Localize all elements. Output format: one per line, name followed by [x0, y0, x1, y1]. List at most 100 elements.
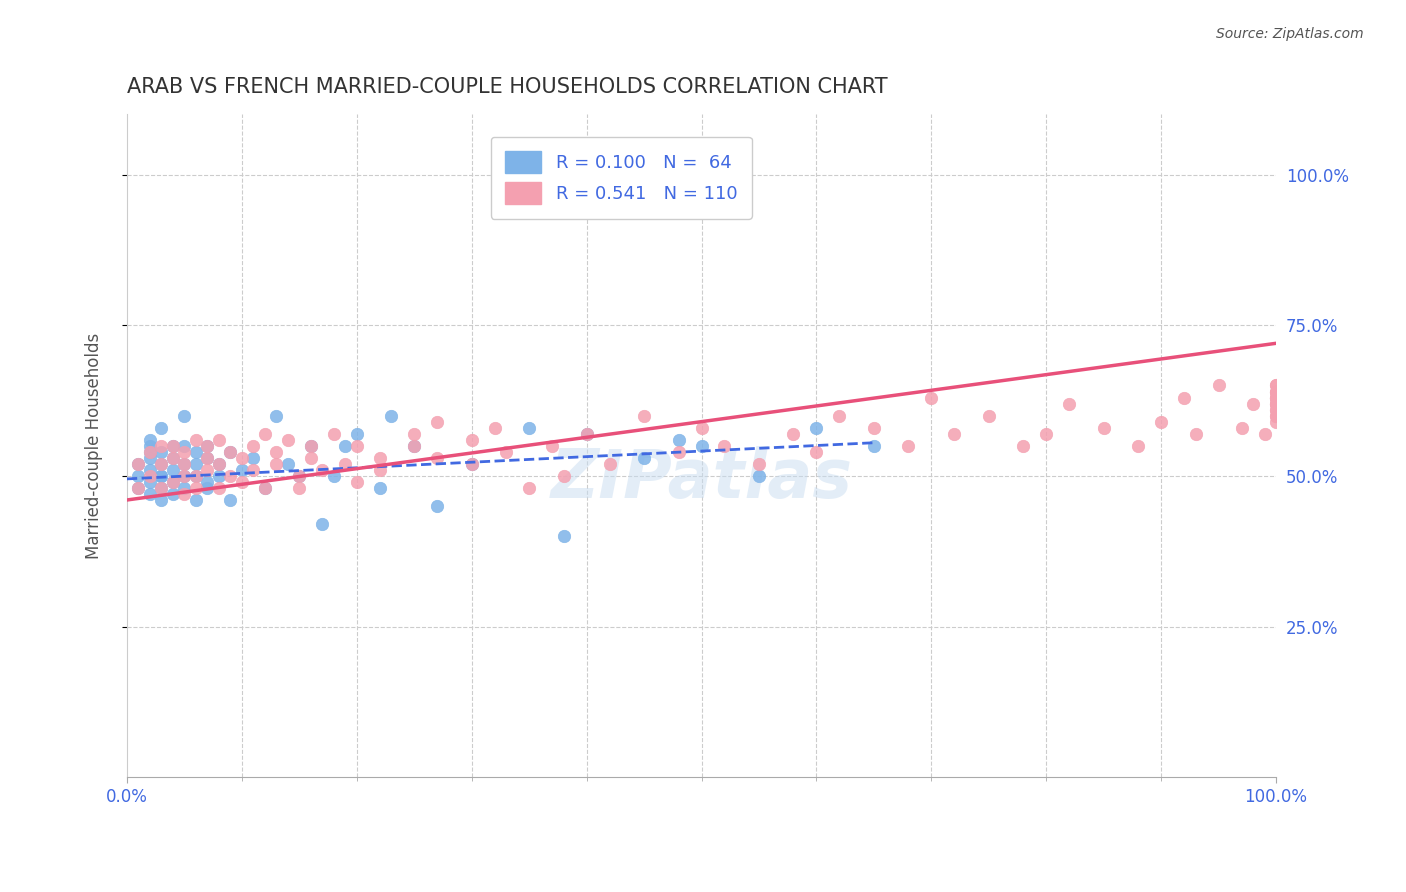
Point — [277, 433, 299, 447]
Point — [1265, 384, 1288, 399]
Point — [1173, 391, 1195, 405]
Point — [1208, 378, 1230, 392]
Point — [828, 409, 851, 423]
Point — [1265, 409, 1288, 423]
Point — [277, 457, 299, 471]
Point — [335, 439, 357, 453]
Point — [1265, 396, 1288, 410]
Point — [404, 439, 426, 453]
Point — [1265, 378, 1288, 392]
Point — [690, 439, 713, 453]
Point — [173, 444, 195, 458]
Point — [346, 475, 368, 489]
Point — [288, 469, 311, 483]
Point — [231, 475, 253, 489]
Text: ZIPatlas: ZIPatlas — [551, 446, 852, 512]
Point — [575, 426, 598, 441]
Point — [748, 457, 770, 471]
Point — [633, 450, 655, 465]
Point — [162, 450, 184, 465]
Point — [139, 444, 162, 458]
Point — [288, 481, 311, 495]
Point — [150, 481, 173, 495]
Point — [173, 457, 195, 471]
Point — [806, 420, 828, 434]
Point — [1035, 426, 1057, 441]
Point — [219, 444, 242, 458]
Point — [184, 433, 207, 447]
Point — [139, 444, 162, 458]
Point — [253, 426, 276, 441]
Point — [322, 469, 344, 483]
Point — [150, 457, 173, 471]
Point — [139, 469, 162, 483]
Point — [173, 487, 195, 501]
Point — [863, 439, 886, 453]
Point — [231, 463, 253, 477]
Point — [346, 439, 368, 453]
Point — [484, 420, 506, 434]
Point — [195, 475, 218, 489]
Point — [1265, 415, 1288, 429]
Point — [380, 409, 402, 423]
Point — [195, 463, 218, 477]
Point — [1265, 409, 1288, 423]
Point — [368, 463, 391, 477]
Point — [1092, 420, 1115, 434]
Point — [139, 433, 162, 447]
Point — [219, 444, 242, 458]
Point — [139, 439, 162, 453]
Point — [299, 439, 322, 453]
Point — [668, 433, 690, 447]
Point — [195, 439, 218, 453]
Point — [219, 469, 242, 483]
Point — [1241, 396, 1264, 410]
Point — [517, 420, 540, 434]
Point — [633, 409, 655, 423]
Point — [1265, 402, 1288, 417]
Point — [1265, 384, 1288, 399]
Y-axis label: Married-couple Households: Married-couple Households — [86, 333, 103, 559]
Point — [208, 469, 231, 483]
Point — [173, 481, 195, 495]
Point — [242, 450, 264, 465]
Point — [1265, 384, 1288, 399]
Point — [150, 444, 173, 458]
Point — [173, 439, 195, 453]
Point — [311, 517, 333, 532]
Point — [150, 469, 173, 483]
Point — [162, 463, 184, 477]
Point — [426, 499, 449, 513]
Point — [599, 457, 621, 471]
Point — [162, 439, 184, 453]
Point — [346, 426, 368, 441]
Point — [219, 493, 242, 508]
Point — [231, 450, 253, 465]
Point — [184, 469, 207, 483]
Point — [517, 481, 540, 495]
Point — [575, 426, 598, 441]
Point — [253, 481, 276, 495]
Point — [668, 444, 690, 458]
Point — [1265, 396, 1288, 410]
Point — [288, 469, 311, 483]
Point — [1265, 391, 1288, 405]
Point — [460, 457, 482, 471]
Point — [426, 415, 449, 429]
Point — [150, 439, 173, 453]
Point — [748, 469, 770, 483]
Point — [173, 469, 195, 483]
Point — [266, 444, 288, 458]
Point — [208, 457, 231, 471]
Point — [1265, 391, 1288, 405]
Point — [127, 457, 149, 471]
Point — [1265, 378, 1288, 392]
Point — [368, 450, 391, 465]
Point — [299, 439, 322, 453]
Point — [162, 475, 184, 489]
Point — [173, 469, 195, 483]
Point — [266, 457, 288, 471]
Point — [495, 444, 517, 458]
Point — [553, 469, 575, 483]
Point — [195, 450, 218, 465]
